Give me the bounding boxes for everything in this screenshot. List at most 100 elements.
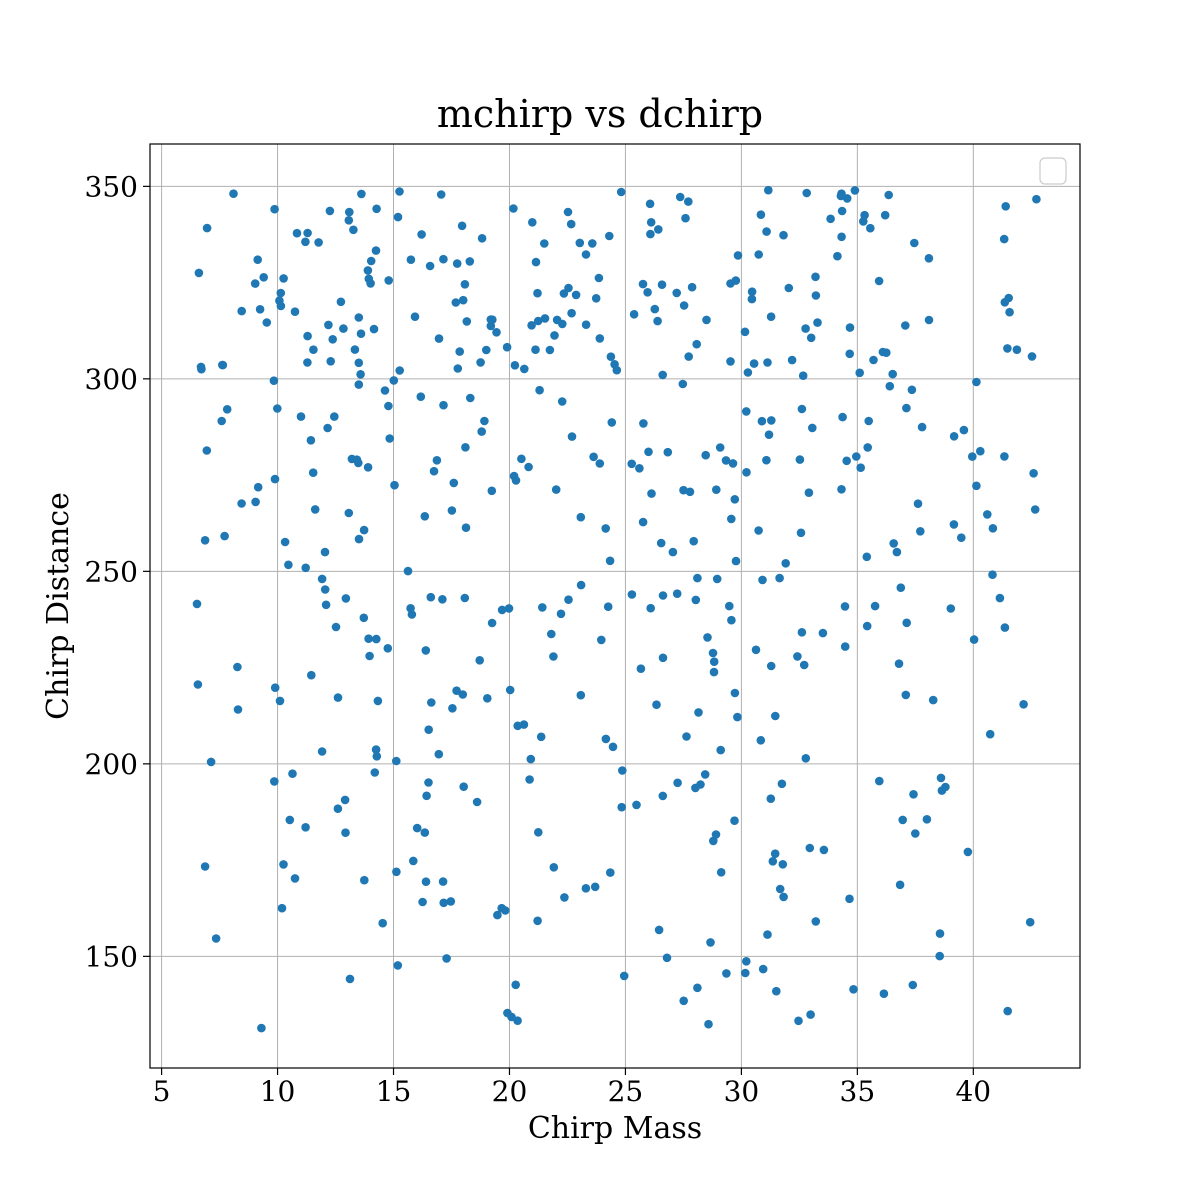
data-point	[639, 419, 648, 428]
data-point	[902, 618, 911, 628]
data-point	[477, 427, 487, 436]
data-point	[447, 506, 457, 515]
data-point	[870, 601, 880, 611]
data-point	[595, 334, 605, 343]
data-point	[638, 279, 648, 289]
data-point	[259, 273, 269, 282]
data-point	[301, 237, 310, 247]
data-point	[845, 894, 854, 904]
data-point	[616, 187, 626, 197]
data-point	[519, 720, 529, 729]
data-point	[845, 349, 854, 359]
data-point	[557, 397, 567, 406]
data-point	[395, 187, 404, 196]
data-point	[597, 635, 606, 645]
data-point	[995, 593, 1005, 603]
data-point	[493, 910, 502, 920]
data-point	[837, 485, 846, 494]
y-axis-label: Chirp Distance	[41, 492, 76, 720]
data-point	[270, 474, 280, 484]
data-point	[567, 308, 576, 318]
data-point	[589, 452, 598, 462]
data-point	[357, 189, 366, 199]
data-point	[638, 517, 648, 527]
data-point	[924, 315, 934, 325]
data-point	[202, 446, 212, 455]
data-point	[793, 652, 802, 661]
data-point	[601, 734, 611, 744]
data-point	[689, 536, 698, 546]
data-point	[453, 364, 463, 373]
data-point	[878, 347, 888, 357]
data-point	[856, 463, 865, 473]
data-point	[576, 580, 586, 590]
data-point	[837, 206, 847, 216]
data-point	[715, 443, 725, 452]
data-point	[383, 644, 393, 653]
data-point	[1003, 1006, 1012, 1016]
data-point	[320, 585, 330, 594]
data-point	[733, 712, 742, 722]
data-point	[743, 368, 753, 377]
data-point	[1027, 352, 1037, 361]
data-point	[606, 868, 615, 877]
data-point	[1003, 344, 1012, 353]
data-point	[331, 622, 341, 632]
data-point	[460, 280, 470, 289]
data-point	[347, 454, 357, 464]
data-point	[605, 556, 615, 566]
data-point	[279, 274, 288, 283]
data-point	[855, 368, 864, 378]
data-point	[742, 468, 751, 477]
data-point	[727, 615, 736, 625]
data-point	[751, 645, 761, 655]
data-point	[310, 505, 320, 514]
data-point	[366, 256, 376, 266]
data-point	[336, 297, 346, 307]
data-point	[675, 192, 685, 202]
data-point	[475, 656, 485, 665]
data-point	[860, 210, 869, 220]
data-point	[549, 652, 558, 661]
data-point	[652, 700, 661, 709]
data-point	[255, 305, 265, 314]
data-point	[672, 589, 682, 598]
data-point	[801, 754, 811, 763]
data-point	[645, 199, 655, 209]
data-point	[222, 405, 232, 414]
data-point	[779, 230, 788, 240]
data-point	[607, 418, 617, 427]
data-point	[269, 376, 279, 386]
data-point	[317, 574, 327, 584]
data-point	[458, 295, 468, 305]
data-point	[747, 294, 757, 304]
data-point	[306, 436, 316, 445]
y-tick-label: 350	[85, 170, 138, 203]
data-point	[818, 628, 828, 638]
data-point	[591, 294, 601, 303]
data-point	[417, 230, 426, 239]
data-point	[771, 711, 780, 721]
data-point	[424, 778, 433, 787]
data-point	[328, 335, 338, 344]
data-point	[237, 499, 246, 508]
data-point	[1000, 623, 1010, 632]
data-point	[811, 917, 821, 926]
data-point	[901, 690, 911, 700]
data-point	[560, 893, 569, 902]
y-tick-label: 150	[85, 940, 138, 973]
data-point	[679, 996, 688, 1006]
data-point	[292, 228, 302, 238]
data-point	[229, 189, 238, 198]
data-point	[421, 646, 431, 655]
data-point	[275, 696, 285, 706]
data-point	[880, 210, 890, 220]
data-point	[416, 392, 426, 402]
data-point	[550, 331, 559, 340]
data-point	[326, 357, 336, 366]
data-point	[540, 314, 550, 323]
data-point	[706, 938, 715, 947]
data-point	[509, 204, 518, 213]
data-point	[757, 416, 767, 426]
data-point	[766, 661, 776, 671]
